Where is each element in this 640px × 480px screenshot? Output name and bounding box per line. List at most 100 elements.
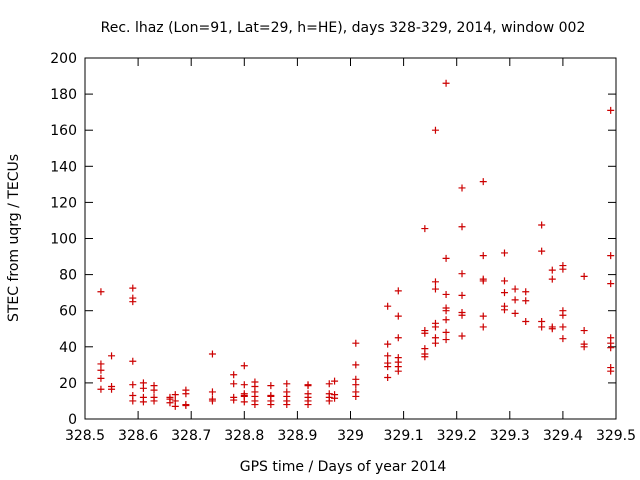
data-point bbox=[442, 79, 450, 87]
data-point bbox=[352, 361, 360, 369]
x-tick-label: 328.8 bbox=[224, 428, 264, 444]
data-point bbox=[522, 288, 530, 296]
data-point bbox=[384, 340, 392, 348]
data-point bbox=[538, 247, 546, 255]
y-axis: 0 20 40 60 80 100 120 140 160 180 200 bbox=[50, 51, 616, 428]
data-point bbox=[331, 377, 339, 385]
data-point bbox=[208, 350, 216, 358]
data-point bbox=[230, 396, 238, 404]
data-point bbox=[304, 401, 312, 409]
data-point bbox=[150, 397, 158, 405]
data-point bbox=[548, 266, 556, 274]
x-tick-label: 328.9 bbox=[277, 428, 317, 444]
data-point bbox=[325, 380, 333, 388]
x-axis-label: GPS time / Days of year 2014 bbox=[240, 459, 447, 475]
data-point bbox=[559, 323, 567, 331]
data-point bbox=[150, 386, 158, 394]
data-point bbox=[97, 374, 105, 382]
data-point bbox=[267, 382, 275, 390]
data-point bbox=[240, 362, 248, 370]
data-point bbox=[538, 221, 546, 229]
data-point bbox=[352, 381, 360, 389]
y-tick-label: 120 bbox=[50, 195, 77, 211]
data-point bbox=[479, 252, 487, 260]
data-point bbox=[431, 126, 439, 134]
data-points bbox=[97, 79, 615, 410]
data-point bbox=[458, 332, 466, 340]
data-point bbox=[208, 397, 216, 405]
y-tick-label: 200 bbox=[50, 51, 77, 67]
data-point bbox=[522, 318, 530, 326]
data-point bbox=[458, 184, 466, 192]
data-point bbox=[97, 360, 105, 368]
data-point bbox=[97, 288, 105, 296]
data-point bbox=[394, 312, 402, 320]
data-point bbox=[500, 277, 508, 285]
x-tick-label: 329.3 bbox=[490, 428, 530, 444]
data-point bbox=[129, 284, 137, 292]
data-point bbox=[230, 371, 238, 379]
data-point bbox=[129, 298, 137, 306]
data-point bbox=[580, 272, 588, 280]
data-point bbox=[548, 275, 556, 283]
data-point bbox=[431, 285, 439, 293]
data-point bbox=[500, 306, 508, 314]
data-point bbox=[171, 402, 179, 410]
data-point bbox=[283, 380, 291, 388]
data-point bbox=[352, 392, 360, 400]
data-point bbox=[97, 366, 105, 374]
data-point bbox=[421, 353, 429, 361]
data-point bbox=[384, 302, 392, 310]
data-point bbox=[394, 334, 402, 342]
data-point bbox=[458, 270, 466, 278]
data-point bbox=[251, 401, 259, 409]
data-point bbox=[129, 397, 137, 405]
data-point bbox=[500, 289, 508, 297]
data-point bbox=[421, 225, 429, 233]
data-point bbox=[500, 249, 508, 257]
data-point bbox=[384, 373, 392, 381]
data-point bbox=[129, 357, 137, 365]
y-tick-label: 160 bbox=[50, 123, 77, 139]
y-tick-label: 20 bbox=[59, 376, 77, 392]
data-point bbox=[479, 277, 487, 285]
data-point bbox=[559, 311, 567, 319]
data-point bbox=[182, 401, 190, 409]
data-point bbox=[442, 336, 450, 344]
data-point bbox=[548, 325, 556, 333]
data-point bbox=[607, 106, 615, 114]
y-tick-label: 40 bbox=[59, 340, 77, 356]
data-point bbox=[139, 398, 147, 406]
data-point bbox=[331, 394, 339, 402]
data-point bbox=[182, 390, 190, 398]
data-point bbox=[607, 344, 615, 352]
x-tick-label: 329.2 bbox=[437, 428, 477, 444]
data-point bbox=[442, 316, 450, 324]
x-tick-label: 328.6 bbox=[118, 428, 158, 444]
data-point bbox=[139, 384, 147, 392]
data-point bbox=[267, 401, 275, 409]
data-point bbox=[208, 388, 216, 396]
data-point bbox=[458, 223, 466, 231]
data-point bbox=[511, 296, 519, 304]
x-tick-label: 328.7 bbox=[171, 428, 211, 444]
data-point bbox=[607, 280, 615, 288]
data-point bbox=[580, 343, 588, 351]
data-point bbox=[580, 327, 588, 335]
chart-title: Rec. lhaz (Lon=91, Lat=29, h=HE), days 3… bbox=[101, 20, 586, 36]
data-point bbox=[458, 291, 466, 299]
y-tick-label: 180 bbox=[50, 87, 77, 103]
y-tick-label: 60 bbox=[59, 304, 77, 320]
data-point bbox=[442, 307, 450, 315]
data-point bbox=[479, 178, 487, 186]
data-point bbox=[240, 398, 248, 406]
data-point bbox=[384, 363, 392, 371]
data-point bbox=[230, 380, 238, 388]
data-point bbox=[421, 329, 429, 337]
data-point bbox=[607, 367, 615, 375]
data-point bbox=[108, 385, 116, 393]
data-point bbox=[458, 311, 466, 319]
data-point bbox=[479, 312, 487, 320]
data-point bbox=[304, 382, 312, 390]
